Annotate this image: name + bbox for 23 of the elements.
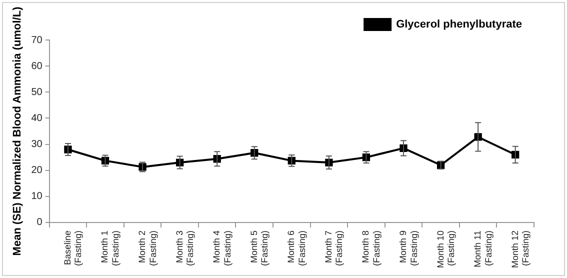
y-tick-label: 30 — [31, 139, 43, 150]
x-tick-label: Month 4 (Fasting) — [212, 230, 232, 266]
y-tick-label: 40 — [31, 112, 43, 124]
y-tick-label: 20 — [31, 165, 43, 176]
x-tick-label: Month 6 (Fasting) — [286, 230, 307, 266]
x-tick-label: Month 3 (Fasting) — [174, 230, 196, 266]
y-tick-label: 0 — [36, 217, 43, 228]
x-tick-label: Month 9 (Fasting) — [398, 230, 419, 266]
x-tick-label: Month 2 (Fasting) — [137, 230, 158, 266]
x-tick-label: Month 7 (Fasting) — [323, 230, 344, 266]
y-tick-label: 70 — [31, 34, 43, 46]
x-tick-label: Month 12 (Fasting) — [510, 230, 531, 268]
legend-label: Glycerol phenylbutyrate — [396, 18, 522, 31]
y-tick-label: 50 — [31, 86, 43, 98]
x-tick-label: Month 11 (Fasting) — [472, 230, 494, 268]
x-tick-label: Baseline (Fasting) — [62, 230, 84, 266]
x-tick-label: Month 5 (Fasting) — [248, 230, 270, 266]
x-tick-label: Month 1 (Fasting) — [100, 230, 121, 266]
x-tick-label: Month 8 (Fasting) — [360, 230, 382, 266]
x-tick-label: Month 10 (Fasting) — [435, 230, 456, 268]
y-axis-title: Mean (SE) Normalized Blood Ammonia (umol/L) — [12, 6, 24, 256]
y-tick-label: 10 — [31, 191, 43, 202]
y-tick-label: 60 — [31, 60, 43, 72]
